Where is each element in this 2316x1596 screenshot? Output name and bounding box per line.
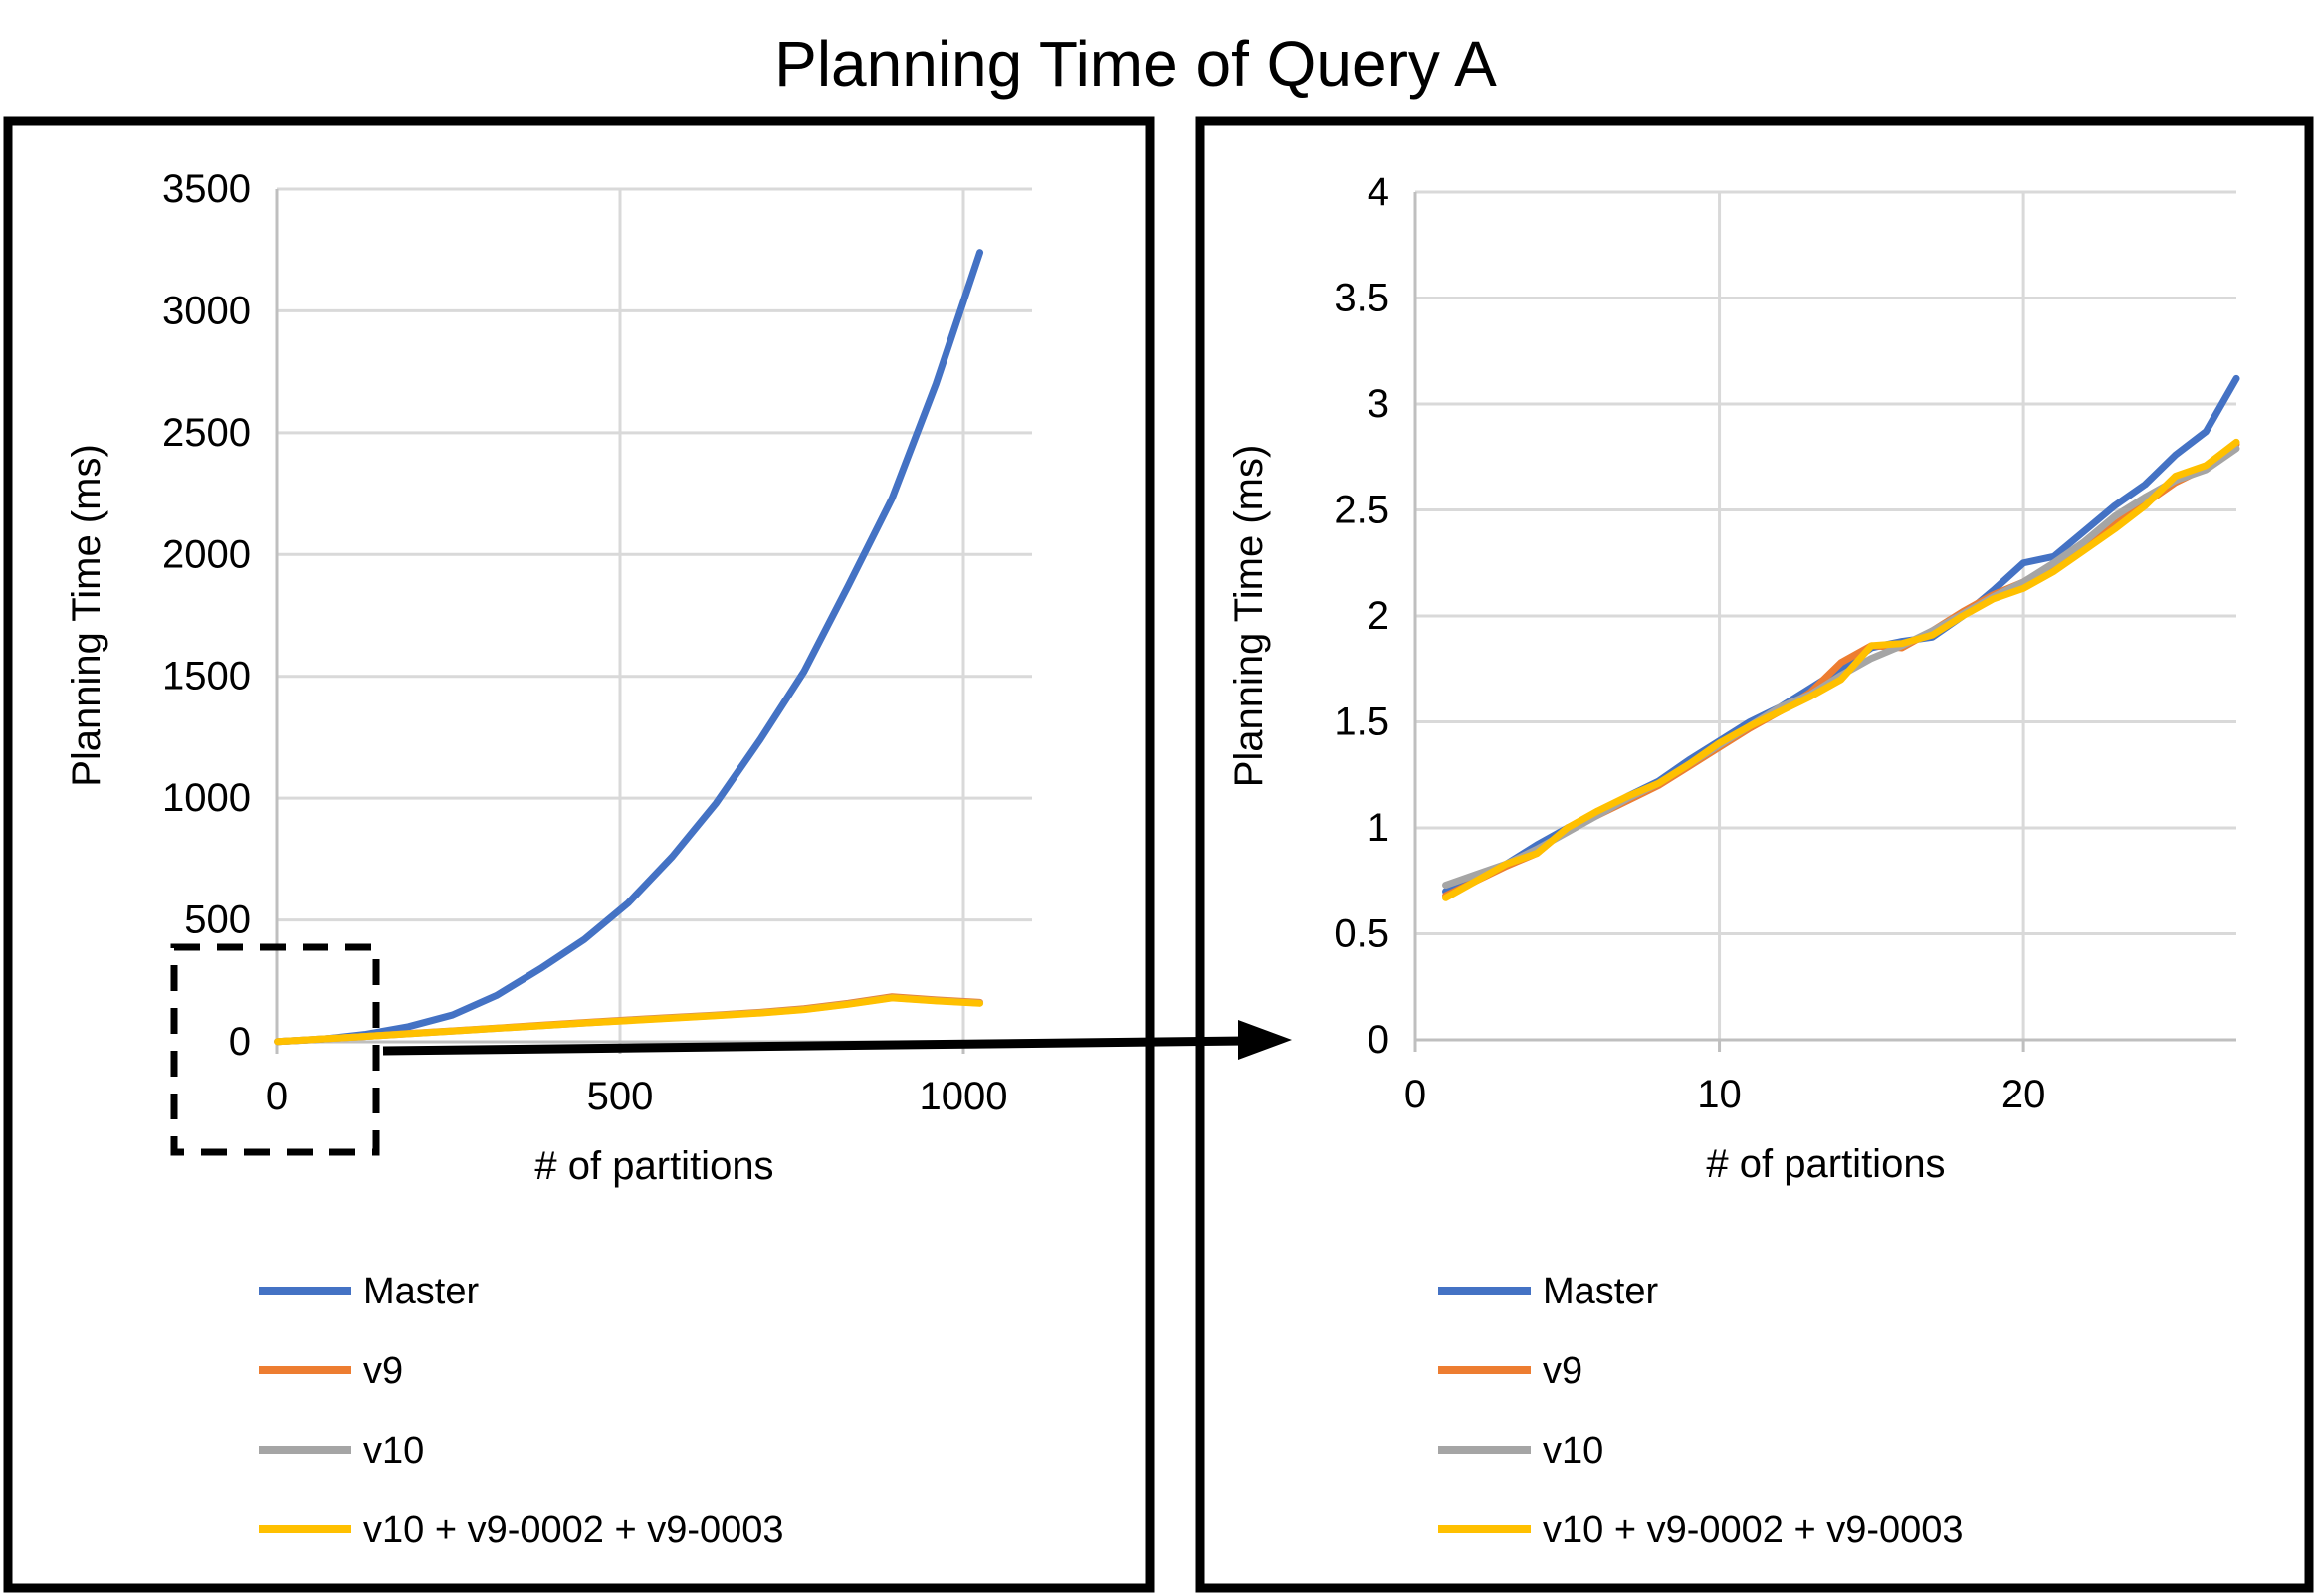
- x-tick-label: 10: [1697, 1073, 1742, 1116]
- legend-label-master: Master: [1543, 1271, 1658, 1312]
- zoomed-chart-frame: [1195, 116, 2314, 1593]
- y-tick-label: 1000: [162, 776, 251, 820]
- legend-label-master: Master: [363, 1271, 479, 1312]
- legend-label-v9: v9: [363, 1350, 403, 1392]
- legend-label-v10: v10: [363, 1430, 424, 1472]
- y-tick-label: 1: [1368, 806, 1389, 850]
- legend-label-v10-v9-0002-v9-0003: v10 + v9-0002 + v9-0003: [363, 1509, 784, 1551]
- y-tick-label: 3: [1368, 382, 1389, 426]
- y-tick-label: 1.5: [1334, 700, 1389, 744]
- series-line-master: [274, 249, 984, 1046]
- series-line-v10-v9-0002-v9-0003: [274, 994, 984, 1046]
- y-tick-label: 3.5: [1334, 277, 1389, 320]
- y-tick-label: 500: [184, 898, 251, 942]
- overview-chart-frame: [3, 116, 1155, 1593]
- y-tick-label: 2: [1368, 594, 1389, 638]
- y-tick-label: 2500: [162, 411, 251, 455]
- x-tick-label: 0: [1404, 1073, 1426, 1116]
- x-tick-label: 500: [587, 1075, 654, 1118]
- series-line-master: [1442, 374, 2240, 896]
- y-tick-label: 3000: [162, 289, 251, 332]
- legend-label-v9: v9: [1543, 1350, 1582, 1392]
- x-axis-title: # of partitions: [1706, 1142, 1945, 1186]
- x-axis-title: # of partitions: [534, 1144, 773, 1188]
- y-tick-label: 4: [1368, 170, 1389, 214]
- y-tick-label: 1500: [162, 655, 251, 698]
- zoom-arrow-icon: [382, 1020, 1292, 1060]
- y-tick-label: 0.5: [1334, 912, 1389, 956]
- y-tick-label: 0: [229, 1020, 251, 1064]
- zoomed-chart: 0 0.5 1 1.5 2 2.5 3 3.5 4 0 10 20 # of partitions Pla…: [1227, 170, 2240, 1551]
- y-axis-title: Planning Time (ms): [65, 444, 108, 787]
- x-tick-label: 1000: [920, 1075, 1008, 1118]
- y-axis-title: Planning Time (ms): [1227, 445, 1271, 788]
- figure-title: Planning Time of Query A: [774, 28, 1497, 100]
- y-tick-label: 3500: [162, 167, 251, 211]
- y-tick-label: 2.5: [1334, 489, 1389, 532]
- x-tick-label: 20: [2001, 1073, 2046, 1116]
- series-line-v10-v9-0002-v9-0003: [1442, 438, 2240, 901]
- legend-label-v10: v10: [1543, 1430, 1603, 1472]
- x-tick-label: 0: [266, 1075, 288, 1118]
- y-tick-label: 2000: [162, 532, 251, 576]
- y-tick-label: 0: [1368, 1018, 1389, 1062]
- overview-chart: 0 500 1000 1500 2000 2500 3000 3500 0 500 1000 # of…: [65, 167, 1032, 1551]
- legend-label-v10-v9-0002-v9-0003: v10 + v9-0002 + v9-0003: [1543, 1509, 1964, 1551]
- zoom-region-box: [170, 943, 380, 1156]
